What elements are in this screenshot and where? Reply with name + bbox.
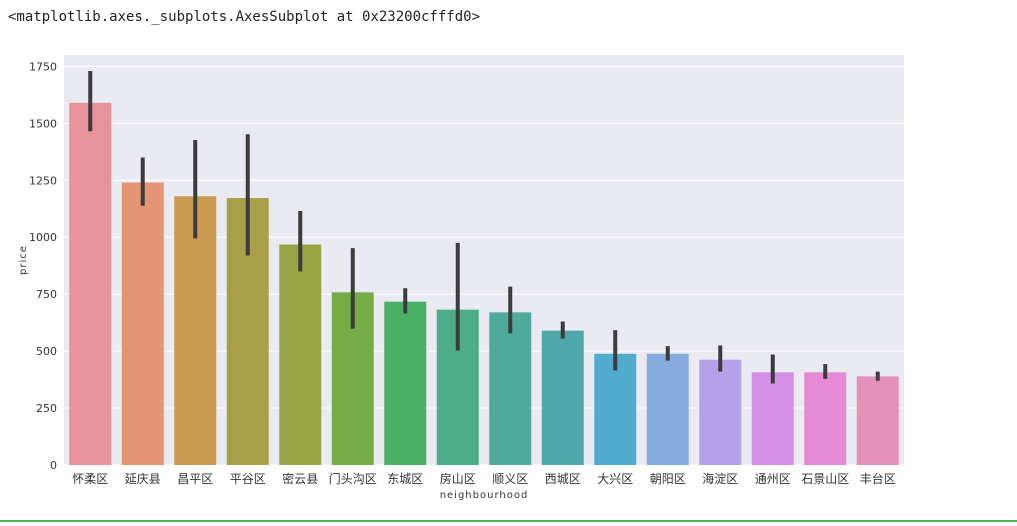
bar xyxy=(751,372,794,465)
bar xyxy=(121,182,164,466)
x-tick-label: 通州区 xyxy=(755,472,791,486)
x-tick-label: 大兴区 xyxy=(597,472,633,486)
y-tick-label: 750 xyxy=(36,288,57,301)
bar xyxy=(594,353,637,465)
y-tick-label: 1250 xyxy=(29,174,57,187)
bar xyxy=(856,376,899,465)
bar xyxy=(174,196,217,465)
y-tick-label: 1750 xyxy=(29,60,57,73)
y-tick-label: 1500 xyxy=(29,117,57,130)
y-axis-label: price xyxy=(18,245,29,275)
bar xyxy=(699,359,742,465)
x-tick-label: 平谷区 xyxy=(230,472,266,486)
x-tick-label: 延庆县 xyxy=(125,472,161,486)
x-tick-label: 石景山区 xyxy=(801,472,849,486)
bars xyxy=(69,102,899,466)
x-tick-label: 顺义区 xyxy=(492,472,528,486)
x-tick-label: 门头沟区 xyxy=(329,471,377,486)
bar xyxy=(489,312,532,465)
y-tick-label: 250 xyxy=(36,402,57,415)
bar xyxy=(69,102,112,465)
x-tick-label: 海淀区 xyxy=(702,471,738,486)
bar xyxy=(646,353,689,465)
x-tick-label: 东城区 xyxy=(387,472,423,486)
x-tick-labels: 怀柔区 延庆县 昌平区 平谷区 密云县 门头沟区 东城区 房山区 顺义区 西城区 大兴区 朝阳区 海淀区… xyxy=(72,471,896,486)
x-tick-label: 密云县 xyxy=(282,471,318,486)
y-tick-label: 0 xyxy=(50,459,57,472)
y-tick-labels: 0 250 500 750 1000 1250 1500 1750 xyxy=(29,60,57,472)
bar xyxy=(804,372,847,465)
x-axis-label: neighbourhood xyxy=(440,490,529,501)
y-tick-label: 500 xyxy=(36,345,57,358)
bar xyxy=(541,330,584,465)
x-tick-label: 怀柔区 xyxy=(72,472,108,486)
x-tick-label: 昌平区 xyxy=(177,472,213,486)
x-tick-label: 房山区 xyxy=(440,471,476,486)
x-tick-label: 丰台区 xyxy=(860,471,896,486)
y-tick-label: 1000 xyxy=(29,231,57,244)
bar xyxy=(384,301,427,465)
x-tick-label: 西城区 xyxy=(545,472,581,486)
bar xyxy=(279,244,322,465)
cell-divider xyxy=(0,520,1017,522)
output-repr-text: <matplotlib.axes._subplots.AxesSubplot a… xyxy=(8,9,481,25)
error-bars xyxy=(88,70,880,384)
x-tick-label: 朝阳区 xyxy=(650,472,686,486)
